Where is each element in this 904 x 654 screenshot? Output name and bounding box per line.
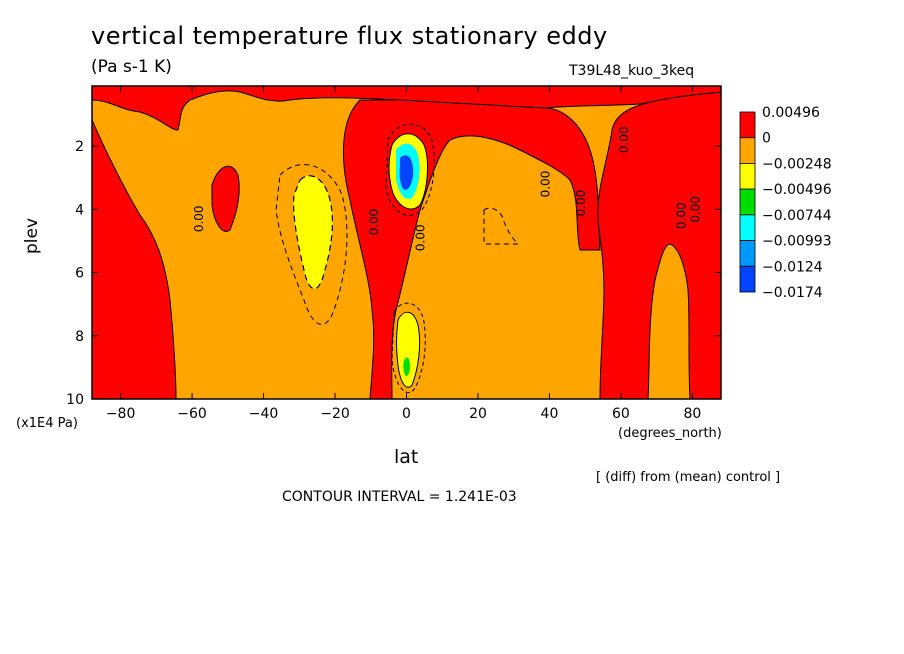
y-tick-label: 2 [75, 139, 84, 155]
chart-units: (Pa s-1 K) [91, 57, 172, 77]
x-tick-label: 0 [402, 406, 411, 422]
contour-label: 0.00 [674, 202, 688, 229]
x-tick-label: −20 [320, 406, 350, 422]
x-tick-label: −60 [177, 406, 207, 422]
colorbar-swatch [739, 188, 756, 216]
contour-labels: 0.00 0.000.000.000.000.000.00 0.00 [192, 126, 703, 251]
contour-label: 0.00 [538, 171, 552, 198]
contour-dashed-lower [391, 302, 426, 394]
y-axis-ticks: 2 4 6 8 10 [66, 139, 721, 408]
diff-note: [ (diff) from (mean) control ] [596, 470, 781, 485]
y-tick-label: 6 [75, 266, 84, 282]
colorbar-swatch [739, 137, 756, 164]
colorbar-swatch [739, 240, 756, 267]
contour-label: 0.00 [574, 190, 588, 217]
y-tick-label: 10 [66, 392, 84, 408]
x-tick-label: −80 [106, 406, 136, 422]
contour-dashed-east [483, 207, 520, 245]
field-red-west [91, 86, 177, 400]
filled-field [91, 85, 722, 400]
x-tick-label: 20 [469, 406, 487, 422]
colorbar-label: 0.00496 [762, 105, 820, 121]
colorbar-label: −0.00993 [762, 234, 832, 250]
x-tick-label: 40 [541, 406, 559, 422]
x-tick-label: 80 [683, 406, 701, 422]
x-tick-label: 60 [612, 406, 630, 422]
colorbar-label: −0.00744 [762, 208, 832, 224]
field-green-lower [403, 357, 410, 376]
colorbar-swatch [739, 163, 756, 190]
field-red-blob-w [211, 165, 240, 232]
field-red-east [597, 91, 722, 400]
field-deepblue-core [399, 155, 414, 190]
y-axis-unit: (x1E4 Pa) [16, 416, 78, 431]
colorbar-swatch [739, 111, 756, 139]
run-id: T39L48_kuo_3keq [569, 63, 695, 79]
colorbar-label: −0.0174 [762, 285, 823, 301]
x-axis-unit: (degrees_north) [618, 426, 722, 441]
x-axis-ticks: −80 −60 −40 −20 0 20 40 60 80 [106, 86, 701, 422]
contour-dashed-center [385, 123, 435, 216]
y-tick-label: 4 [75, 202, 84, 218]
contour-label: 0.00 [192, 205, 206, 232]
colorbar-label: 0 [762, 131, 771, 147]
colorbar-label: −0.00248 [762, 156, 832, 172]
colorbar-swatch [739, 265, 756, 293]
field-red-top [91, 85, 722, 131]
contour-dashed-west [275, 164, 348, 325]
field-yellow-west [293, 175, 334, 290]
contour-label: 0.00 [689, 196, 703, 223]
colorbar-label: −0.0124 [762, 259, 823, 275]
field-yellow-lower [396, 311, 421, 388]
contour-interval: CONTOUR INTERVAL = 1.241E-03 [282, 489, 517, 505]
colorbar-swatch [739, 214, 756, 241]
chart-title: vertical temperature flux stationary edd… [91, 22, 608, 50]
y-tick-label: 8 [75, 329, 84, 345]
colorbar: 0.00496 0 −0.00248 −0.00496 −0.00744 −0.00993… [739, 105, 832, 301]
contour-label: 0.00 [413, 224, 427, 251]
x-tick-label: −40 [249, 406, 279, 422]
x-axis-label: lat [394, 446, 419, 468]
contour-label: 0.00 [367, 209, 381, 236]
colorbar-label: −0.00496 [762, 182, 832, 198]
contour-label: 0.00 [617, 126, 631, 153]
